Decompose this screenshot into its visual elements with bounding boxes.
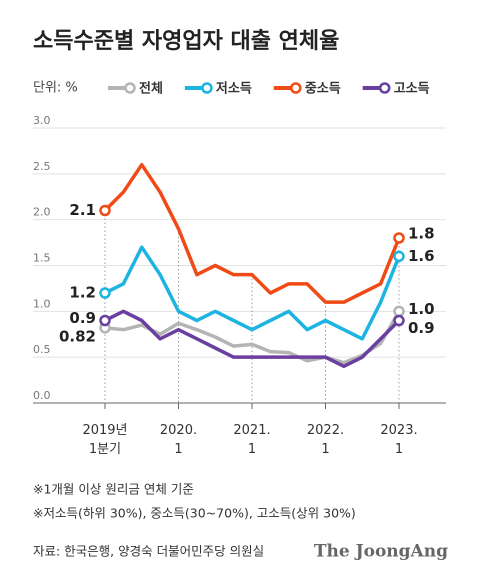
legend-label: 저소득 bbox=[216, 82, 252, 97]
y-tick-label: 0.0 bbox=[33, 389, 51, 402]
legend-marker bbox=[124, 82, 136, 94]
data-label: 0.9 bbox=[408, 319, 435, 337]
data-label: 2.1 bbox=[69, 201, 96, 219]
end-marker bbox=[99, 314, 111, 327]
series-line bbox=[104, 309, 401, 369]
data-label: 0.82 bbox=[59, 327, 96, 345]
data-label: 1.0 bbox=[408, 300, 435, 318]
series-line bbox=[103, 162, 401, 304]
end-marker bbox=[393, 314, 405, 327]
y-tick-label: 3.0 bbox=[33, 114, 51, 127]
legend-label: 고소득 bbox=[394, 82, 430, 97]
data-label: 1.2 bbox=[69, 284, 96, 302]
legend-label: 전체 bbox=[139, 81, 163, 97]
legend-marker bbox=[378, 82, 391, 94]
data-label: 1.6 bbox=[408, 247, 435, 265]
x-tick-label: 2019년 1분기 bbox=[82, 423, 127, 457]
brand: The JoongAng bbox=[314, 542, 448, 562]
x-tick-label: 2021. 1 bbox=[233, 423, 270, 457]
data-label: 0.9 bbox=[69, 309, 96, 327]
end-marker bbox=[393, 305, 405, 318]
chart-title: 소득수준별 자영업자 대출 연체율 bbox=[33, 29, 339, 54]
x-tick-label: 2020. 1 bbox=[160, 423, 197, 457]
unit-label: 단위: % bbox=[33, 81, 78, 96]
data-label: 1.8 bbox=[408, 225, 435, 243]
note: ※1개월 이상 원리금 연체 기준 bbox=[33, 482, 194, 497]
y-tick-label: 1.0 bbox=[33, 297, 51, 310]
legend-label: 중소득 bbox=[305, 82, 341, 97]
end-marker bbox=[99, 287, 111, 299]
y-tick-label: 2.0 bbox=[33, 206, 51, 219]
y-tick-label: 1.5 bbox=[33, 252, 51, 265]
y-tick-label: 0.5 bbox=[33, 343, 51, 356]
legend-marker bbox=[201, 82, 213, 94]
note: ※저소득(하위 30%), 중소득(30~70%), 고소득(상위 30%) bbox=[33, 506, 356, 521]
y-tick-label: 2.5 bbox=[33, 160, 51, 173]
end-marker bbox=[393, 232, 405, 244]
legend-marker bbox=[290, 82, 302, 94]
end-marker bbox=[99, 204, 111, 217]
x-tick-label: 2022. 1 bbox=[307, 423, 344, 457]
series-line bbox=[104, 245, 401, 341]
end-marker bbox=[393, 250, 405, 263]
x-tick-label: 2023. 1 bbox=[380, 423, 417, 457]
source: 자료: 한국은행, 양경숙 더불어민주당 의원실 bbox=[33, 544, 264, 559]
